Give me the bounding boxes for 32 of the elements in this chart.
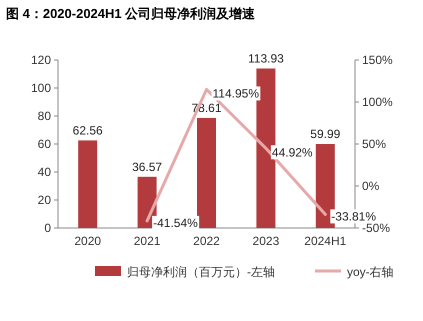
chart-title: 图 4：2020-2024H1 公司归母净利润及增速 bbox=[6, 6, 256, 21]
legend-label: 归母净利润（百万元）-左轴 bbox=[127, 265, 275, 279]
y-tick-label: 40 bbox=[38, 165, 52, 179]
legend-item: yoy-右轴 bbox=[315, 265, 394, 279]
y2-tick-label: 100% bbox=[362, 95, 394, 109]
y2-tick-label: 50% bbox=[362, 137, 386, 151]
x-tick-label: 2024H1 bbox=[304, 234, 347, 248]
bar bbox=[196, 118, 216, 228]
data-label: 62.56 bbox=[72, 123, 104, 138]
y-tick-label: 20 bbox=[38, 193, 52, 207]
data-label: -33.81% bbox=[331, 209, 376, 224]
data-label: 114.95% bbox=[212, 86, 260, 100]
legend-item: 归母净利润（百万元）-左轴 bbox=[95, 265, 275, 279]
data-label: 44.92% bbox=[272, 145, 313, 160]
y-tick-label: 60 bbox=[38, 137, 52, 151]
x-tick-label: 2023 bbox=[252, 234, 280, 248]
y2-tick-label: 150% bbox=[362, 53, 394, 67]
legend-label: yoy-右轴 bbox=[347, 265, 394, 279]
x-tick-label: 2020 bbox=[74, 234, 102, 248]
y-tick-label: 80 bbox=[38, 109, 52, 123]
y2-tick-label: 0% bbox=[362, 179, 380, 193]
data-label: 113.93 bbox=[248, 52, 284, 66]
y-tick-label: 120 bbox=[30, 53, 52, 67]
data-label: 36.57 bbox=[132, 160, 162, 174]
data-label: 59.99 bbox=[310, 127, 341, 142]
x-tick-label: 2021 bbox=[134, 234, 161, 248]
y2-tick-label: -50% bbox=[362, 221, 390, 235]
data-label: -41.54% bbox=[153, 216, 198, 230]
y-tick-label: 0 bbox=[44, 221, 52, 235]
x-tick-label: 2022 bbox=[193, 234, 220, 248]
bar bbox=[78, 140, 98, 228]
y-tick-label: 100 bbox=[30, 81, 52, 95]
